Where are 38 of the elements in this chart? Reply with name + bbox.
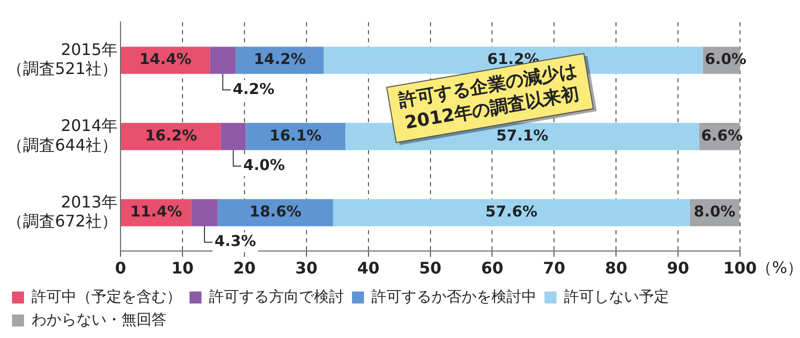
data-label: 16.1% [270, 126, 322, 144]
bar [218, 199, 334, 226]
bar [191, 199, 218, 226]
legend-label: わからない・無回答 [32, 310, 166, 328]
x-tick-label: 100 [723, 258, 757, 278]
x-tick-label: 80 [604, 258, 628, 278]
legend-label: 許可しない予定 [564, 287, 669, 306]
legend-label: 許可中（予定を含む） [32, 287, 182, 306]
data-label: 4.0% [243, 156, 285, 174]
legend-label: 許可する方向で検討 [209, 287, 344, 306]
data-label: 4.2% [232, 80, 274, 98]
x-tick-label: 90 [666, 258, 690, 278]
legend-label: 許可するか否かを検討中 [372, 287, 536, 306]
x-tick-label: 50 [419, 258, 442, 278]
x-tick-label: 60 [481, 258, 504, 278]
y-tick-label: 2013年（調査672社） [6, 192, 118, 230]
data-label: 8.0% [694, 202, 736, 221]
data-label: 4.3% [214, 232, 256, 250]
x-axis-title: （%） [756, 258, 800, 277]
data-label: 14.2% [254, 50, 306, 68]
x-tick-label: 0 [114, 258, 126, 278]
x-tick-label: 40 [357, 258, 380, 278]
x-tick-label: 30 [295, 258, 318, 278]
x-tick-label: 10 [171, 258, 194, 278]
x-tick-label: 20 [233, 258, 256, 278]
data-label: 16.2% [144, 126, 197, 144]
data-label: 11.4% [130, 202, 182, 221]
data-label: 14.4% [139, 50, 192, 68]
y-tick-label: 2015年（調査521社） [6, 40, 118, 78]
data-label: 57.1% [496, 126, 548, 144]
data-label: 18.6% [249, 202, 302, 221]
bar [333, 199, 690, 226]
x-tick-label: 70 [543, 258, 566, 278]
bar [121, 46, 210, 74]
bar [220, 122, 246, 150]
bar [210, 46, 236, 74]
data-label: 57.6% [485, 202, 538, 221]
y-tick-label: 2014年（調査644社） [6, 116, 118, 154]
